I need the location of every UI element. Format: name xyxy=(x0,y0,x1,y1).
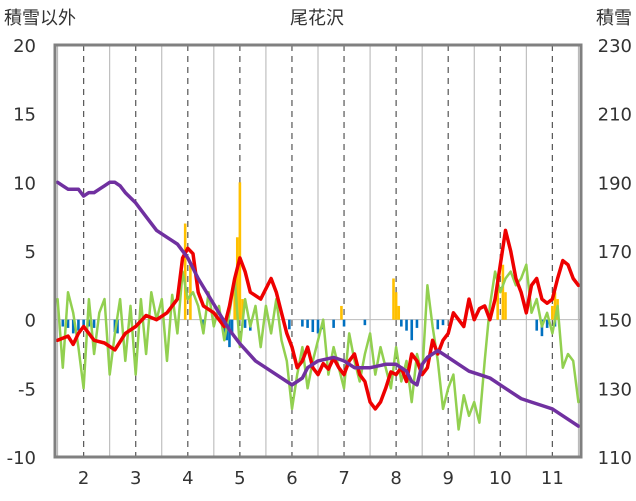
bar xyxy=(233,278,236,320)
y-axis-right-ticks: 110 130 150 170 190 210 230 xyxy=(598,36,632,469)
y-tick-label-left: -5 xyxy=(18,379,36,400)
x-axis-ticks: 2 3 4 5 6 7 8 9 10 11 xyxy=(78,468,564,489)
bar xyxy=(397,305,401,320)
x-tick-label: 8 xyxy=(390,468,401,489)
bar xyxy=(436,319,440,330)
bar xyxy=(87,319,91,327)
series-line xyxy=(55,228,581,411)
y-tick-label-left: -10 xyxy=(7,448,36,469)
bar xyxy=(235,237,239,320)
x-tick-label: 10 xyxy=(489,468,512,489)
y-axis-left-ticks: -10 -5 0 5 10 15 20 xyxy=(7,36,36,469)
x-tick-label: 3 xyxy=(130,468,141,489)
y-tick-label-left: 5 xyxy=(25,242,36,263)
bar xyxy=(535,319,539,331)
bar xyxy=(243,319,247,328)
plot-frame xyxy=(53,43,583,459)
bar xyxy=(441,319,445,326)
bar xyxy=(228,319,231,348)
bar xyxy=(116,319,119,334)
bar xyxy=(288,319,291,330)
bar xyxy=(394,292,398,320)
y-axis-right-label: 積雪 xyxy=(596,8,632,29)
line-series xyxy=(55,180,581,431)
bar xyxy=(392,278,395,320)
y-tick-label-right: 130 xyxy=(598,379,632,400)
x-tick-label: 6 xyxy=(286,468,297,489)
y-axis-left-label: 積雪以外 xyxy=(4,8,76,29)
bar xyxy=(183,223,187,320)
bar xyxy=(189,264,192,320)
bar xyxy=(332,319,335,328)
y-tick-label-right: 150 xyxy=(598,311,632,332)
y-tick-label-right: 110 xyxy=(598,448,632,469)
bar xyxy=(545,319,549,328)
series-line xyxy=(56,263,580,431)
y-tick-label-right: 210 xyxy=(598,105,632,126)
bar xyxy=(551,305,554,320)
y-tick-label-left: 15 xyxy=(13,105,36,126)
bar xyxy=(405,319,408,331)
bar xyxy=(415,319,419,328)
x-tick-label: 9 xyxy=(442,468,453,489)
bar xyxy=(301,319,304,327)
bar xyxy=(66,319,70,328)
bar-series xyxy=(61,182,559,348)
bar xyxy=(82,319,85,330)
bar xyxy=(504,292,507,320)
y-tick-label-left: 10 xyxy=(13,173,36,194)
x-tick-label: 5 xyxy=(234,468,245,489)
bar xyxy=(316,319,320,334)
y-tick-label-right: 190 xyxy=(598,173,632,194)
bar xyxy=(363,319,367,326)
bar xyxy=(202,319,205,327)
bar xyxy=(71,319,75,334)
y-tick-label-left: 0 xyxy=(25,311,36,332)
bar xyxy=(311,319,315,333)
bar xyxy=(501,264,505,320)
bar xyxy=(61,319,65,327)
bar xyxy=(342,319,346,327)
bar xyxy=(230,319,234,334)
x-tick-label: 7 xyxy=(338,468,349,489)
x-tick-label: 4 xyxy=(182,468,193,489)
grid-lines xyxy=(55,45,581,457)
x-tick-label: 2 xyxy=(78,468,89,489)
y-tick-label-right: 170 xyxy=(598,242,632,263)
bar xyxy=(306,319,309,328)
bar xyxy=(400,319,403,327)
bar xyxy=(238,182,242,320)
bar xyxy=(496,278,499,320)
bar xyxy=(553,292,557,320)
bar xyxy=(77,319,80,331)
x-tick-label: 11 xyxy=(541,468,564,489)
y-tick-label-right: 230 xyxy=(598,36,632,57)
chart-title: 尾花沢 xyxy=(290,8,344,29)
bar xyxy=(340,305,343,320)
bar xyxy=(410,319,414,341)
series-line xyxy=(55,180,581,428)
bar xyxy=(92,319,96,328)
y-tick-label-left: 20 xyxy=(13,36,36,57)
bar xyxy=(540,319,544,337)
bar xyxy=(241,299,244,320)
